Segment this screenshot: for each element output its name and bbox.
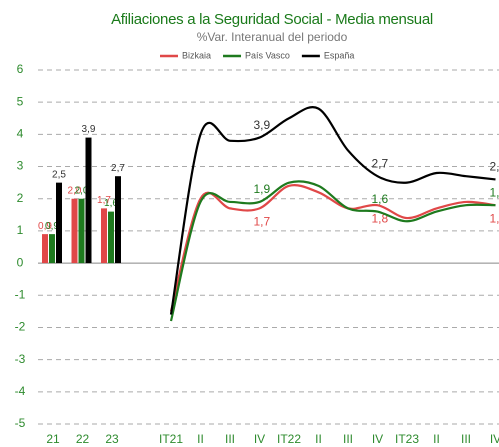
line-value-label: 1,6: [372, 192, 389, 206]
y-tick-label: 0: [17, 255, 24, 269]
line: [169, 180, 496, 322]
legend-label: Bizkaia: [182, 50, 211, 60]
x-tick-label: III: [225, 432, 235, 446]
x-tick-label: II: [197, 432, 204, 446]
line-value-label: 3,9: [254, 118, 271, 132]
y-tick-label: -1: [15, 287, 26, 301]
y-tick-label: 5: [17, 94, 24, 108]
y-tick-label: -2: [15, 320, 26, 334]
legend-label: España: [324, 50, 355, 60]
line-value-label: 1,8: [490, 211, 499, 225]
line: [169, 184, 496, 312]
y-tick-label: -5: [15, 416, 26, 430]
y-tick-label: 1: [17, 223, 24, 237]
x-tick-label: IT21: [159, 432, 183, 446]
bar: [115, 176, 121, 264]
line-value-label: 1,7: [254, 215, 271, 229]
bar-value-label: 1,6: [104, 198, 118, 209]
y-tick-label: 6: [17, 62, 24, 76]
y-tick-label: 4: [17, 127, 24, 141]
x-tick-label: II: [315, 432, 322, 446]
bar: [49, 234, 55, 264]
x-tick-label: 23: [105, 432, 119, 446]
x-tick-label: III: [461, 432, 471, 446]
bar-value-label: 2,0: [75, 185, 89, 196]
legend-label: País Vasco: [245, 50, 290, 60]
x-tick-label: IV: [372, 432, 383, 446]
bar: [85, 137, 92, 264]
y-tick-label: 3: [17, 159, 24, 173]
bar: [42, 234, 48, 264]
bar: [101, 208, 107, 264]
line-value-label: 2,7: [372, 156, 389, 170]
bar-value-label: 2,7: [111, 163, 125, 174]
bar: [71, 198, 78, 264]
bar-value-label: 0,9: [38, 221, 52, 232]
x-tick-label: 21: [46, 432, 60, 446]
x-tick-label: 22: [76, 432, 90, 446]
y-tick-label: -3: [15, 352, 26, 366]
x-tick-label: III: [343, 432, 353, 446]
bar-value-label: 3,9: [82, 124, 96, 135]
bar-value-label: 1,7: [97, 195, 111, 206]
bar-value-label: 0,9: [45, 221, 59, 232]
x-tick-label: IV: [254, 432, 265, 446]
x-tick-label: IT22: [277, 432, 301, 446]
line-value-label: 1,9: [254, 182, 271, 196]
line: [169, 106, 496, 315]
bar-value-label: 2,0: [68, 185, 82, 196]
chart-subtitle: %Var. Interanual del periodo: [197, 30, 348, 44]
y-tick-label: 2: [17, 191, 24, 205]
x-tick-label: IV: [490, 432, 499, 446]
line-value-label: 2,6: [490, 160, 499, 174]
x-tick-label: IT23: [395, 432, 419, 446]
line-value-label: 1,8: [490, 185, 499, 199]
bar: [56, 182, 62, 264]
chart-title: Afiliaciones a la Seguridad Social - Med…: [111, 11, 433, 28]
bar-value-label: 2,5: [52, 169, 66, 180]
bar: [78, 198, 85, 264]
y-tick-label: -4: [15, 384, 26, 398]
bar: [108, 211, 114, 264]
x-tick-label: II: [433, 432, 440, 446]
